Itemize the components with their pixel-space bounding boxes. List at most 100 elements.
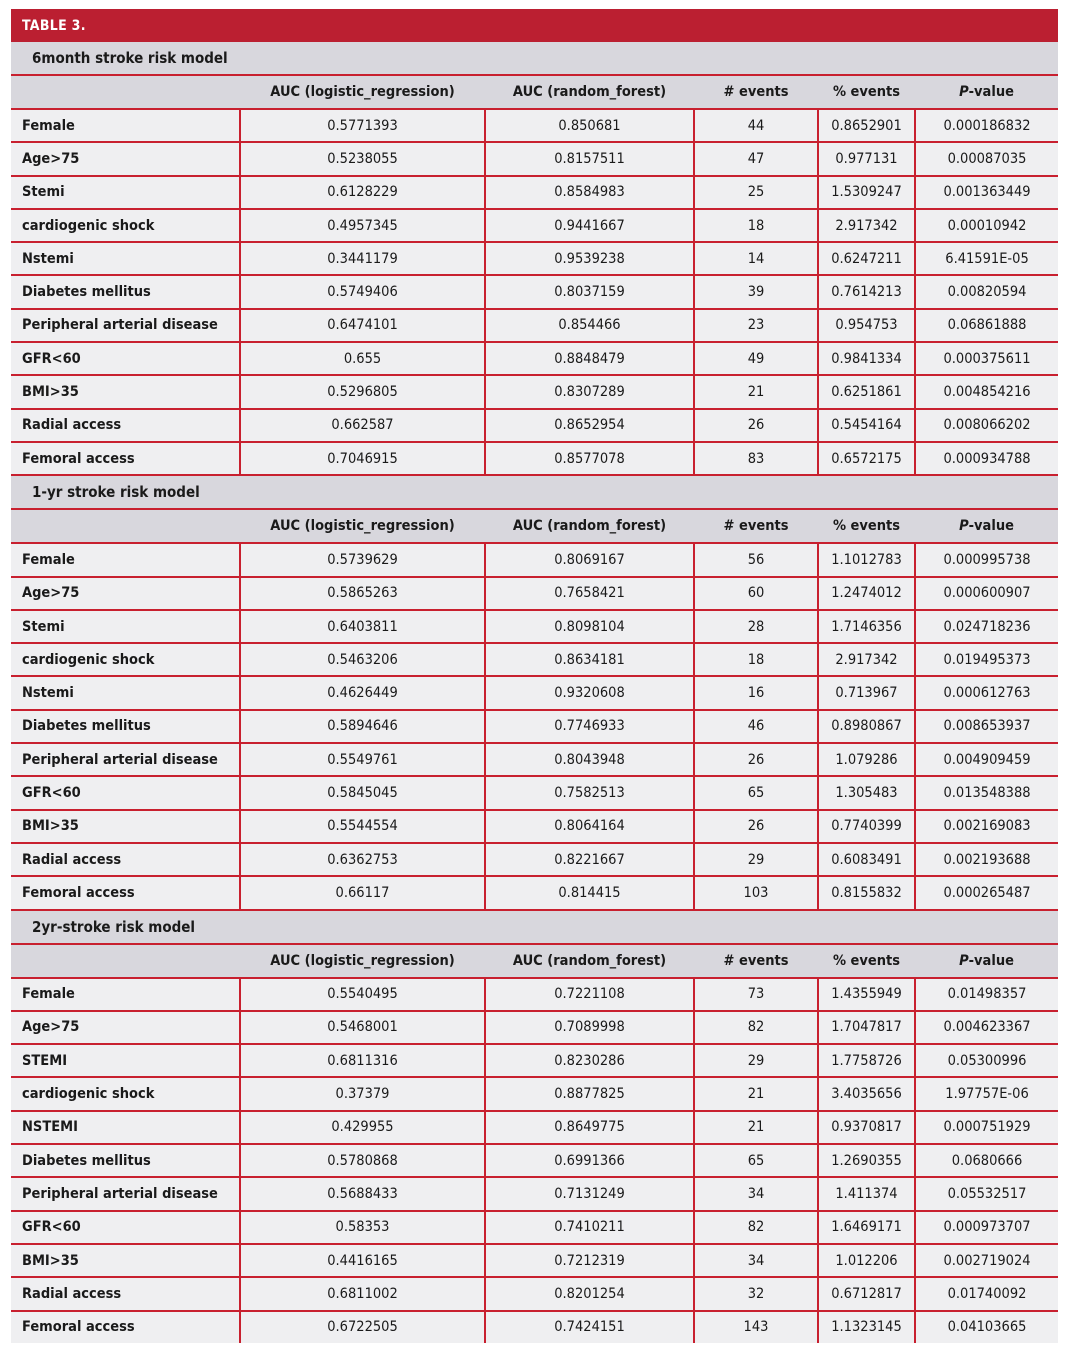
cell-auc-random-forest: 0.8043948 (484, 743, 694, 778)
cell-p-value: 0.004909459 (913, 743, 1059, 778)
cell-events-count: 82 (693, 1210, 818, 1245)
column-header-row: AUC (logistic_regression) AUC (random_for… (11, 75, 1059, 110)
cell-auc-logistic-regression: 0.662587 (239, 408, 485, 443)
column-header-events-count: # events (694, 509, 818, 545)
cell-auc-logistic-regression: 0.5894646 (239, 709, 485, 745)
cell-auc-random-forest: 0.8230286 (484, 1044, 694, 1079)
table-row: BMI>35 0.4416165 0.7212319 34 1.012206 0.0027… (11, 1243, 1059, 1279)
cell-events-count: 83 (693, 441, 818, 477)
cell-auc-logistic-regression: 0.6811002 (239, 1277, 485, 1312)
table-row: Femoral access 0.66117 0.814415 103 0.815583… (11, 876, 1059, 911)
cell-p-value: 0.002169083 (913, 809, 1059, 844)
table-row: Femoral access 0.6722505 0.7424151 143 1.132… (11, 1310, 1059, 1343)
cell-p-value: 0.019495373 (913, 643, 1059, 678)
cell-events-percent: 2.917342 (817, 208, 915, 244)
cell-p-value: 0.04103665 (913, 1310, 1059, 1343)
column-header-events-percent: % events (818, 75, 915, 110)
cell-auc-logistic-regression: 0.37379 (239, 1077, 485, 1112)
cell-events-percent: 0.6572175 (817, 441, 915, 477)
cell-events-percent: 1.7758726 (817, 1044, 915, 1079)
cell-p-value: 0.01498357 (913, 977, 1059, 1012)
cell-events-percent: 1.305483 (817, 776, 915, 811)
table-row: Diabetes mellitus 0.5894646 0.7746933 46 0.8… (11, 709, 1059, 745)
cell-auc-logistic-regression: 0.6722505 (239, 1310, 485, 1343)
cell-auc-logistic-regression: 0.655 (239, 342, 485, 377)
cell-auc-random-forest: 0.8098104 (484, 609, 694, 645)
row-label: Female (11, 977, 240, 1012)
cell-events-percent: 2.917342 (817, 643, 915, 678)
table-row: Nstemi 0.3441179 0.9539238 14 0.6247211 6.415… (11, 242, 1059, 277)
cell-events-count: 56 (693, 543, 818, 578)
cell-p-value: 0.05532517 (913, 1177, 1059, 1212)
table-row: Age>75 0.5865263 0.7658421 60 1.2474012 0.000… (11, 576, 1059, 611)
table-row: GFR<60 0.655 0.8848479 49 0.9841334 0.0003756… (11, 342, 1059, 377)
cell-auc-random-forest: 0.7746933 (484, 709, 694, 745)
row-label: GFR<60 (11, 342, 240, 377)
row-label: Diabetes mellitus (11, 1144, 240, 1179)
row-label: Femoral access (11, 876, 240, 911)
cell-auc-random-forest: 0.8634181 (484, 643, 694, 678)
cell-auc-random-forest: 0.9441667 (484, 208, 694, 244)
table-title: TABLE 3. (11, 9, 1058, 42)
cell-events-count: 65 (693, 1144, 818, 1179)
cell-events-count: 46 (693, 709, 818, 745)
row-label: cardiogenic shock (11, 208, 240, 244)
row-label: Femoral access (11, 441, 240, 477)
cell-auc-random-forest: 0.9539238 (484, 242, 694, 277)
cell-auc-logistic-regression: 0.5780868 (239, 1144, 485, 1179)
cell-p-value: 0.008066202 (913, 408, 1059, 443)
cell-p-value: 0.000600907 (913, 576, 1059, 611)
table-row: Radial access 0.6811002 0.8201254 32 0.67128… (11, 1277, 1059, 1312)
section-title: 6month stroke risk model (11, 42, 1059, 76)
cell-auc-logistic-regression: 0.5865263 (239, 576, 485, 611)
table-row: Peripheral arterial disease 0.6474101 0.85… (11, 308, 1059, 344)
cell-auc-random-forest: 0.9320608 (484, 676, 694, 711)
cell-events-percent: 0.6251861 (817, 375, 915, 410)
table-row: cardiogenic shock 0.4957345 0.9441667 18 2.9… (11, 208, 1059, 244)
table-row: Stemi 0.6128229 0.8584983 25 1.5309247 0.0013… (11, 175, 1059, 210)
section-title: 1-yr stroke risk model (11, 475, 1059, 511)
cell-events-percent: 1.079286 (817, 743, 915, 778)
row-label: Femoral access (11, 1310, 240, 1343)
cell-events-percent: 1.411374 (817, 1177, 915, 1212)
cell-p-value: 0.013548388 (913, 776, 1059, 811)
row-label: BMI>35 (11, 1243, 240, 1279)
cell-p-value: 0.002193688 (913, 842, 1059, 878)
cell-auc-logistic-regression: 0.6362753 (239, 842, 485, 878)
cell-auc-logistic-regression: 0.66117 (239, 876, 485, 911)
cell-events-count: 73 (693, 977, 818, 1012)
cell-p-value: 0.00820594 (913, 275, 1059, 310)
column-header-row-label (11, 509, 240, 545)
cell-auc-logistic-regression: 0.7046915 (239, 441, 485, 477)
cell-events-count: 25 (693, 175, 818, 210)
column-header-events-count: # events (694, 943, 818, 979)
row-label: GFR<60 (11, 1210, 240, 1245)
cell-auc-random-forest: 0.8157511 (484, 142, 694, 177)
cell-events-percent: 1.2690355 (817, 1144, 915, 1179)
cell-auc-logistic-regression: 0.429955 (239, 1110, 485, 1146)
table-row: BMI>35 0.5544554 0.8064164 26 0.7740399 0.002… (11, 809, 1059, 844)
cell-events-percent: 0.6712817 (817, 1277, 915, 1312)
cell-auc-random-forest: 0.7424151 (484, 1310, 694, 1343)
cell-events-percent: 1.7047817 (817, 1010, 915, 1046)
cell-auc-random-forest: 0.7089998 (484, 1010, 694, 1046)
cell-auc-logistic-regression: 0.4416165 (239, 1243, 485, 1279)
cell-events-percent: 1.2474012 (817, 576, 915, 611)
row-label: Stemi (11, 175, 240, 210)
cell-auc-logistic-regression: 0.6811316 (239, 1044, 485, 1079)
column-header-row: AUC (logistic_regression) AUC (random_for… (11, 509, 1059, 545)
row-label: Diabetes mellitus (11, 275, 240, 310)
row-label: Radial access (11, 408, 240, 443)
table-row: Diabetes mellitus 0.5749406 0.8037159 39 0.7… (11, 275, 1059, 310)
cell-auc-random-forest: 0.8069167 (484, 543, 694, 578)
table-row: Age>75 0.5238055 0.8157511 47 0.977131 0.0008… (11, 142, 1059, 177)
cell-auc-random-forest: 0.7221108 (484, 977, 694, 1012)
cell-events-count: 47 (693, 142, 818, 177)
cell-auc-logistic-regression: 0.5688433 (239, 1177, 485, 1212)
cell-auc-logistic-regression: 0.3441179 (239, 242, 485, 277)
cell-auc-random-forest: 0.7658421 (484, 576, 694, 611)
table-row: BMI>35 0.5296805 0.8307289 21 0.6251861 0.004… (11, 375, 1059, 410)
row-label: Diabetes mellitus (11, 709, 240, 745)
table-row: cardiogenic shock 0.37379 0.8877825 21 3.403… (11, 1077, 1059, 1112)
cell-events-percent: 0.954753 (817, 308, 915, 344)
